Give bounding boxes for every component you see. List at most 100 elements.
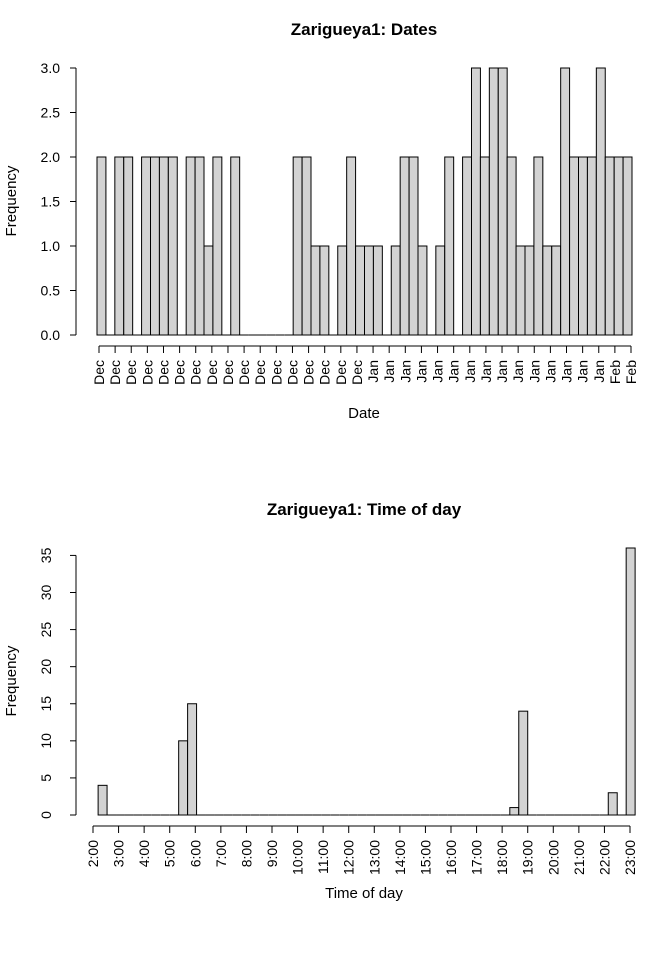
x-tick-label: Jan xyxy=(446,360,462,383)
histogram-bar xyxy=(435,245,446,336)
x-tick-label: Dec xyxy=(220,360,236,385)
x-tick-label: 11:00 xyxy=(315,840,331,874)
x-tick-label: Jan xyxy=(462,360,478,383)
histogram-bar xyxy=(524,245,535,336)
x-tick-label: 13:00 xyxy=(366,840,382,875)
histogram-bar xyxy=(622,156,633,336)
x-tick-label: 5:00 xyxy=(162,840,178,867)
y-tick-label: 0 xyxy=(38,811,54,819)
histogram-bar xyxy=(372,245,383,336)
histogram-bar xyxy=(301,156,312,336)
histogram-bar xyxy=(178,740,189,816)
histogram-bar xyxy=(408,156,419,336)
y-tick-label: 1.0 xyxy=(41,238,61,254)
histogram-bar xyxy=(578,156,588,336)
y-tick-label: 0.5 xyxy=(41,283,61,299)
histogram-bar xyxy=(542,245,553,336)
x-tick-label: 16:00 xyxy=(443,840,459,875)
x-tick-label: Dec xyxy=(252,360,268,385)
x-tick-label: Jan xyxy=(510,360,526,383)
x-tick-label: 23:00 xyxy=(622,840,638,875)
x-tick-label: Jan xyxy=(494,360,510,383)
x-tick-label: Jan xyxy=(542,360,558,383)
histogram-bar xyxy=(212,156,223,336)
x-tick-label: 18:00 xyxy=(494,840,510,875)
histogram-bar xyxy=(158,156,169,336)
x-tick-label: 6:00 xyxy=(187,840,203,867)
chart-title: Zarigueya1: Dates xyxy=(291,20,437,39)
histogram-bar xyxy=(444,156,455,336)
x-tick-label: Jan xyxy=(526,360,542,383)
histogram-bar xyxy=(399,156,410,336)
histogram-bar xyxy=(390,245,401,336)
x-tick-label: 17:00 xyxy=(469,840,485,875)
histogram-bar xyxy=(560,67,571,336)
histogram-bar xyxy=(509,807,520,816)
histogram-bar xyxy=(319,245,330,336)
y-tick-label: 35 xyxy=(38,547,54,563)
x-tick-label: 2:00 xyxy=(85,840,101,867)
x-tick-label: Jan xyxy=(591,360,607,383)
x-tick-label: Jan xyxy=(381,360,397,383)
histogram-bar xyxy=(96,156,107,336)
x-tick-label: 12:00 xyxy=(341,840,357,875)
y-tick-label: 25 xyxy=(38,622,54,638)
x-axis-label: Date xyxy=(348,405,380,422)
x-tick-label: Jan xyxy=(478,360,494,383)
x-tick-label: Jan xyxy=(365,360,381,383)
histogram-bar xyxy=(150,156,160,336)
histogram-bar xyxy=(551,245,562,336)
x-tick-label: Jan xyxy=(559,360,575,383)
x-tick-label: 3:00 xyxy=(111,840,127,867)
x-tick-label: Dec xyxy=(301,360,317,385)
histogram-bar xyxy=(607,792,618,816)
x-tick-label: Dec xyxy=(188,360,204,385)
histogram-bar xyxy=(346,156,357,336)
histogram-bar xyxy=(123,156,134,336)
histogram-bar xyxy=(194,156,205,336)
histogram-bar xyxy=(187,703,198,816)
x-tick-label: Dec xyxy=(107,360,123,385)
x-tick-label: 7:00 xyxy=(213,840,229,867)
histogram-bar xyxy=(613,156,624,336)
x-tick-label: Dec xyxy=(123,360,139,385)
histogram-bar xyxy=(515,245,526,336)
x-tick-label: Dec xyxy=(349,360,365,385)
histogram-bar xyxy=(364,245,374,336)
histogram-bar xyxy=(471,67,481,336)
x-tick-label: Dec xyxy=(333,360,349,385)
y-axis-label: Frequency xyxy=(3,645,20,716)
x-tick-label: 20:00 xyxy=(545,840,561,875)
x-tick-label: Dec xyxy=(284,360,300,385)
histogram-bar xyxy=(595,67,606,336)
x-tick-label: Feb xyxy=(607,360,623,384)
y-axis-label: Frequency xyxy=(3,165,20,236)
x-tick-label: 22:00 xyxy=(596,840,612,875)
y-tick-label: 1.5 xyxy=(41,194,61,210)
x-tick-label: Dec xyxy=(204,360,220,385)
histogram-bar xyxy=(586,156,597,336)
x-tick-label: 21:00 xyxy=(571,840,587,875)
histogram-bar xyxy=(625,547,636,816)
x-tick-label: Dec xyxy=(317,360,333,385)
x-tick-label: Jan xyxy=(575,360,591,383)
histogram-bar xyxy=(479,156,490,336)
y-tick-label: 3.0 xyxy=(41,60,61,76)
x-tick-label: Dec xyxy=(155,360,171,385)
x-tick-label: 9:00 xyxy=(264,840,280,867)
histogram-bar xyxy=(417,245,428,336)
y-tick-label: 30 xyxy=(38,585,54,601)
x-tick-label: Dec xyxy=(139,360,155,385)
y-tick-label: 20 xyxy=(38,659,54,675)
y-tick-label: 0.0 xyxy=(41,327,61,343)
x-tick-label: 4:00 xyxy=(136,840,152,867)
x-tick-label: Dec xyxy=(236,360,252,385)
histogram-bar xyxy=(203,245,214,336)
histogram-bar xyxy=(167,156,178,336)
x-tick-label: 8:00 xyxy=(238,840,254,867)
x-tick-label: 19:00 xyxy=(520,840,536,875)
histogram-bar xyxy=(518,710,529,816)
histogram-bar xyxy=(292,156,303,336)
y-tick-label: 10 xyxy=(38,733,54,749)
